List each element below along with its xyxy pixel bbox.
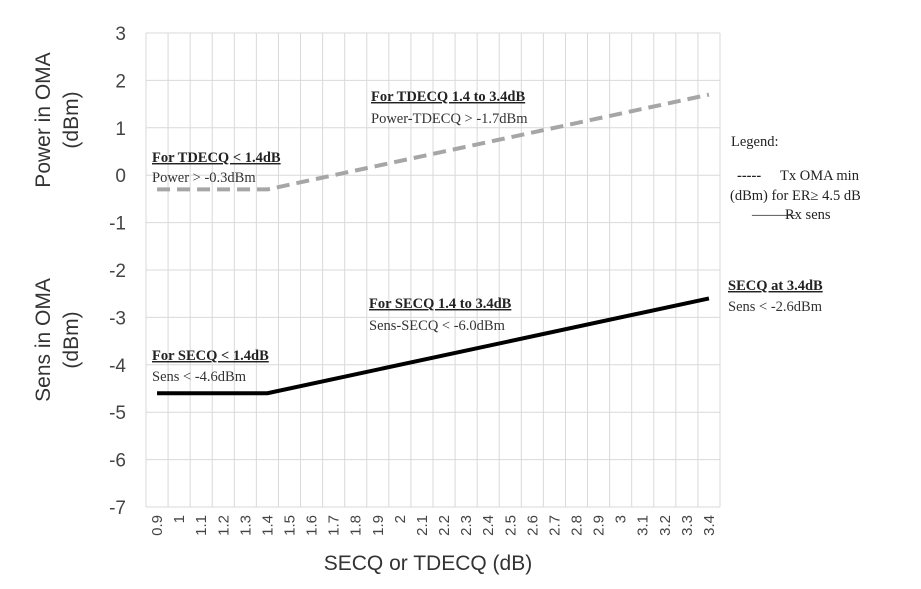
- y-axis-title-top: Power in OMA (dBm): [32, 52, 83, 187]
- annotation-secq-high-title: SECQ at 3.4dB: [728, 278, 823, 294]
- annotation-tdecq-mid: For TDECQ 1.4 to 3.4dB Power-TDECQ > -1.…: [371, 89, 528, 127]
- y-axis-title-bottom: Sens in OMA (dBm): [32, 278, 83, 402]
- x-tick-label: 2.7: [546, 515, 563, 536]
- y-tick-label: -2: [109, 261, 126, 282]
- annotation-tdecq-mid-title: For TDECQ 1.4 to 3.4dB: [371, 89, 525, 105]
- series-lines: [157, 92, 710, 396]
- x-tick-label: 2.6: [524, 515, 541, 536]
- legend-title: Legend:: [731, 134, 779, 150]
- series-line-rx-sens: [157, 296, 710, 396]
- x-tick-label: 3.3: [679, 515, 696, 536]
- x-tick-label: 2.5: [502, 515, 519, 536]
- x-tick-label: 1.7: [326, 515, 343, 536]
- legend-item-rx: Rx sens: [785, 207, 831, 223]
- annotation-secq-low: For SECQ < 1.4dB Sens < -4.6dBm: [152, 348, 269, 385]
- x-tick-label: 3.2: [657, 515, 674, 536]
- y-tick-label: 3: [115, 24, 126, 45]
- y-axis-title-bottom-line2: (dBm): [60, 311, 83, 368]
- x-tick-label: 2.8: [569, 515, 586, 536]
- y-tick-label: 0: [115, 166, 126, 187]
- x-tick-label: 2.1: [414, 515, 431, 536]
- x-tick-label: 1.9: [370, 515, 387, 536]
- x-tick-label: 1.8: [348, 515, 365, 536]
- annotation-secq-mid-value: Sens-SECQ < -6.0dBm: [369, 318, 506, 334]
- x-tick-label: 3: [613, 515, 630, 523]
- x-axis-title: SECQ or TDECQ (dB): [324, 552, 532, 575]
- x-tick-label: 2.9: [591, 515, 608, 536]
- y-tick-labels: 3 2 1 0 -1 -2 -3 -4 -5 -6 -7: [109, 24, 126, 519]
- legend-item-tx-line1: Tx OMA min: [780, 168, 860, 184]
- legend-solid-symbol: ———: [751, 207, 796, 223]
- y-tick-label: -1: [109, 214, 126, 235]
- y-tick-label: 1: [115, 119, 126, 140]
- legend-dash-symbol: -----: [737, 168, 761, 184]
- legend-item-tx-line2: (dBm) for ER≥ 4.5 dB: [730, 188, 861, 204]
- y-tick-label: -6: [109, 451, 126, 472]
- y-axis-title-bottom-line1: Sens in OMA: [32, 278, 55, 402]
- x-tick-label: 2.3: [458, 515, 475, 536]
- x-tick-label: 2.2: [436, 515, 453, 536]
- x-tick-label: 1.5: [282, 515, 299, 536]
- y-tick-label: -4: [109, 356, 126, 377]
- x-tick-label: 1.4: [259, 515, 276, 536]
- annotation-secq-low-title: For SECQ < 1.4dB: [152, 348, 269, 364]
- x-tick-label: 0.9: [149, 515, 166, 536]
- x-tick-label: 3.4: [701, 515, 718, 536]
- annotation-secq-mid: For SECQ 1.4 to 3.4dB Sens-SECQ < -6.0dB…: [369, 296, 512, 334]
- annotation-secq-high-value: Sens < -2.6dBm: [728, 299, 823, 315]
- grid: [145, 32, 721, 508]
- y-axis-title-top-line1: Power in OMA: [32, 52, 55, 187]
- x-tick-label: 3.1: [635, 515, 652, 536]
- annotation-secq-mid-title: For SECQ 1.4 to 3.4dB: [369, 296, 512, 312]
- annotation-secq-high: SECQ at 3.4dB Sens < -2.6dBm: [728, 278, 823, 315]
- annotation-tdecq-low: For TDECQ < 1.4dB Power > -0.3dBm: [152, 150, 281, 186]
- x-tick-label: 1.2: [215, 515, 232, 536]
- y-tick-label: -7: [109, 498, 126, 519]
- x-tick-label: 2.4: [480, 515, 497, 536]
- annotation-secq-low-value: Sens < -4.6dBm: [152, 369, 247, 385]
- y-tick-label: -3: [109, 308, 126, 329]
- x-tick-label: 1.6: [304, 515, 321, 536]
- legend: Legend: ----- Tx OMA min (dBm) for ER≥ 4…: [730, 134, 861, 223]
- annotation-tdecq-low-value: Power > -0.3dBm: [152, 170, 256, 186]
- x-tick-label: 2: [392, 515, 409, 523]
- annotation-tdecq-mid-value: Power-TDECQ > -1.7dBm: [371, 111, 528, 127]
- y-tick-label: -5: [109, 403, 126, 424]
- x-tick-labels: 0.9 1 1.1 1.2 1.3 1.4 1.5 1.6 1.7 1.8 1.9 2 2.1 2.2 2.…: [149, 515, 718, 536]
- y-axis-title-top-line2: (dBm): [60, 91, 83, 148]
- x-tick-label: 1.1: [193, 515, 210, 536]
- series-line-tx-oma-min: [157, 92, 710, 192]
- x-tick-label: 1: [171, 515, 188, 523]
- x-tick-label: 1.3: [237, 515, 254, 536]
- annotation-tdecq-low-title: For TDECQ < 1.4dB: [152, 150, 281, 166]
- y-tick-label: 2: [115, 71, 126, 92]
